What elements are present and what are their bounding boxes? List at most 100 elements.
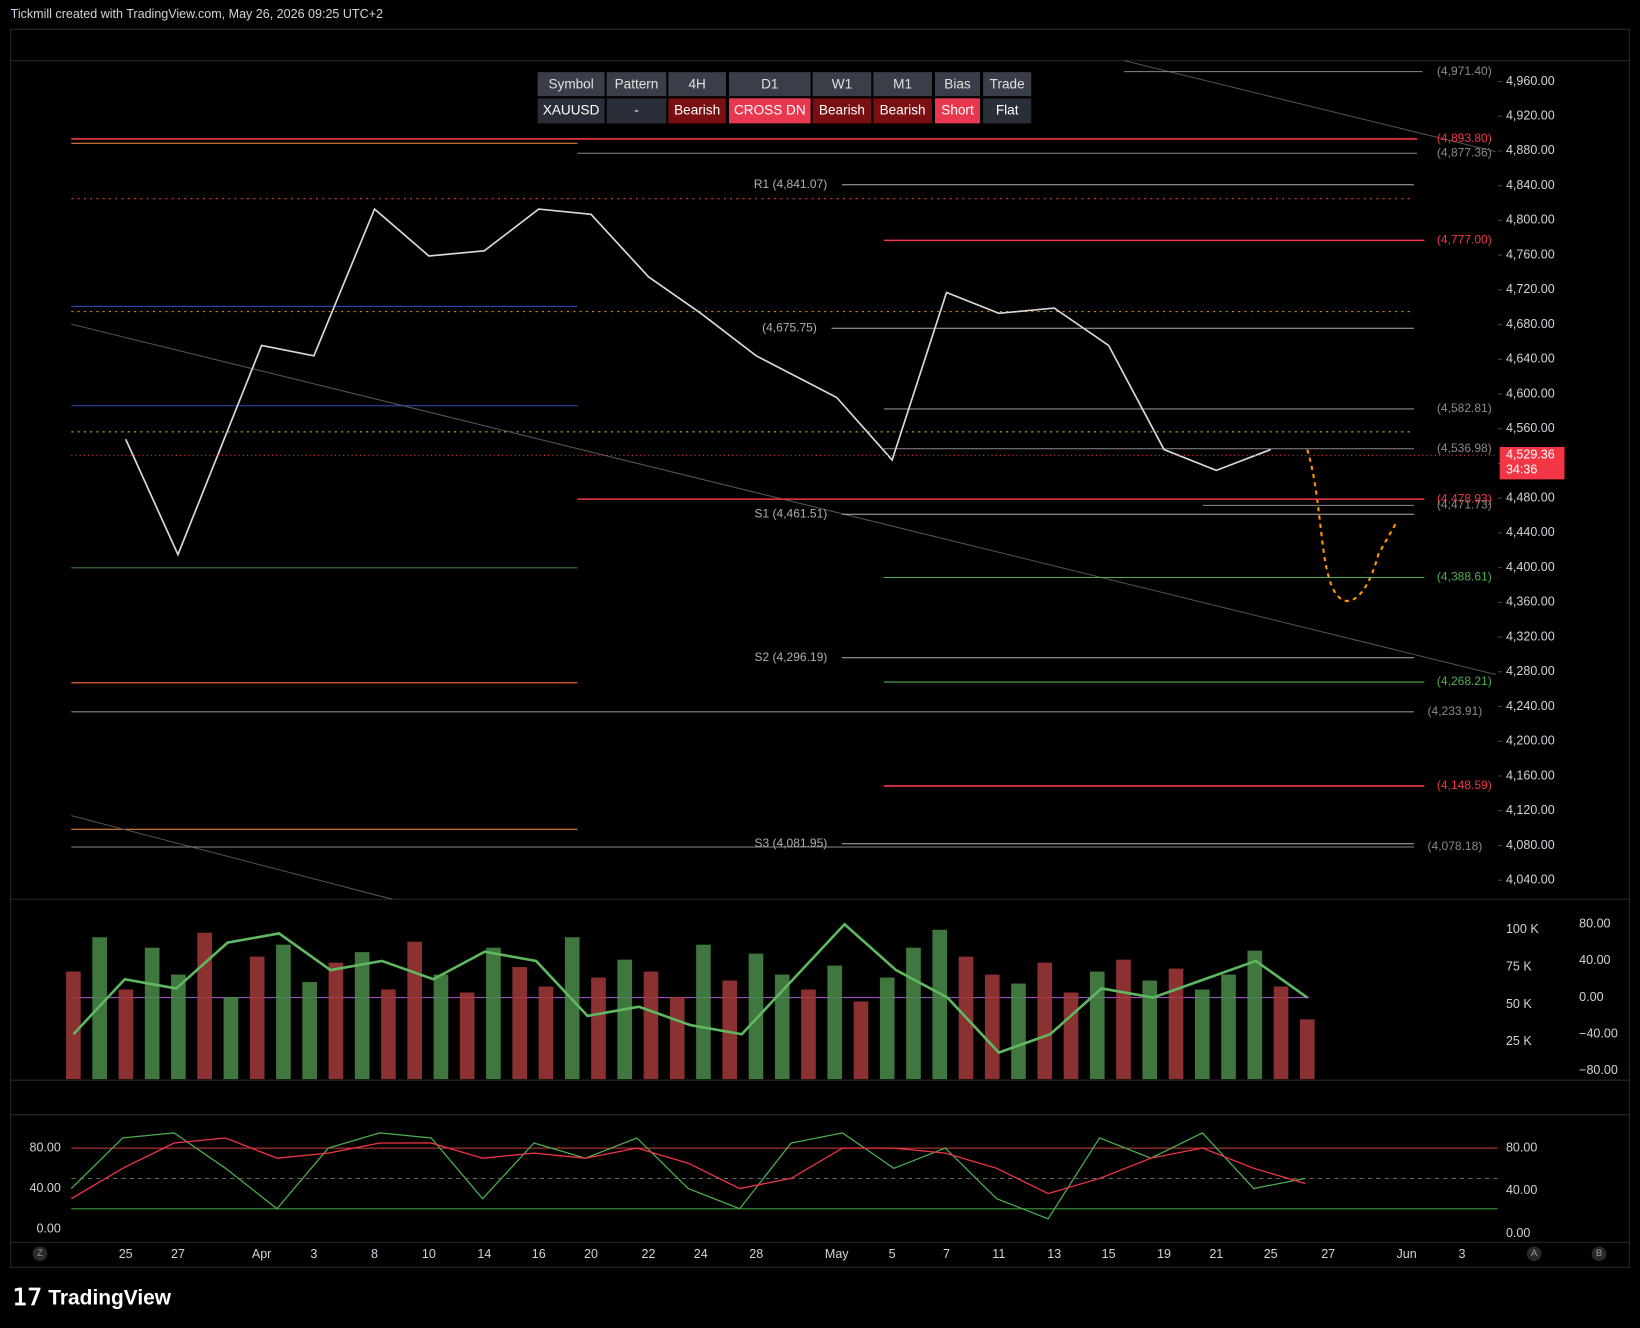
stoch-tick-left: 80.00 xyxy=(29,1140,60,1154)
axis-button xyxy=(1591,1246,1607,1262)
stoch-tick-right: 40.00 xyxy=(1506,1183,1537,1197)
x-tick-label: 8 xyxy=(371,1247,378,1261)
y-tick-label: 4,840.00 xyxy=(1506,178,1555,192)
axis-button xyxy=(1526,1246,1542,1262)
osc-tick-label: 80.00 xyxy=(1579,917,1610,931)
x-tick-label: 14 xyxy=(477,1247,491,1261)
y-tick-label: 4,560.00 xyxy=(1506,421,1555,435)
y-tick-label: 4,480.00 xyxy=(1506,491,1555,505)
y-tick-label: 4,680.00 xyxy=(1506,317,1555,331)
osc-tick-label: 0.00 xyxy=(1579,990,1603,1004)
volume-bar xyxy=(1116,959,1131,1080)
volume-bar xyxy=(617,959,633,1080)
stoch-line xyxy=(70,1132,1306,1220)
price-level-label: (4,877.36) xyxy=(1437,145,1492,159)
price-level-label: S2 (4,296.19) xyxy=(755,650,828,664)
price-level-label: S3 (4,081.95) xyxy=(755,836,828,850)
volume-bar xyxy=(92,937,107,1080)
stoch-tick-right: 80.00 xyxy=(1506,1140,1537,1154)
header-credit: Tickmill created with TradingView.com, M… xyxy=(11,7,383,21)
osc-tick-label: 40.00 xyxy=(1579,953,1610,967)
x-tick-label: 27 xyxy=(171,1247,185,1261)
table-row-cell xyxy=(812,98,872,124)
table-row-cell xyxy=(606,98,667,124)
volume-bar xyxy=(197,932,212,1080)
price-level-label: R1 (4,841.07) xyxy=(754,177,827,191)
y-tick-label: 4,960.00 xyxy=(1506,74,1555,88)
volume-bar xyxy=(328,962,344,1080)
table-header-text: W1 xyxy=(832,76,852,91)
volume-bar xyxy=(879,977,895,1080)
volume-tick-label: 50 K xyxy=(1506,997,1532,1011)
volume-bar xyxy=(1011,983,1026,1080)
axis-button xyxy=(32,1246,48,1262)
volume-bar xyxy=(433,974,449,1080)
volume-bar xyxy=(722,980,738,1080)
y-tick-label: 4,440.00 xyxy=(1506,525,1555,539)
volume-bar xyxy=(512,967,528,1080)
y-tick-label: 4,160.00 xyxy=(1506,768,1555,782)
table-header-cell xyxy=(668,72,726,97)
x-tick-label: 20 xyxy=(584,1247,598,1261)
volume-bar xyxy=(459,992,475,1080)
volume-bar xyxy=(66,971,81,1080)
osc-tick-label: −80.00 xyxy=(1579,1063,1618,1077)
x-tick-label: 19 xyxy=(1157,1247,1171,1261)
stoch-tick-left: 0.00 xyxy=(36,1221,60,1235)
volume-bar xyxy=(1037,962,1053,1080)
x-tick-label: 16 xyxy=(532,1247,546,1261)
x-tick-label: 10 xyxy=(422,1247,436,1261)
volume-bar xyxy=(906,947,921,1080)
volume-bar xyxy=(801,989,816,1080)
volume-bar xyxy=(1247,950,1263,1080)
volume-bar xyxy=(354,952,370,1080)
projection-path xyxy=(1306,449,1398,602)
stoch-tick-right: 0.00 xyxy=(1506,1226,1530,1240)
volume-bar xyxy=(748,953,764,1080)
x-tick-label: 13 xyxy=(1047,1247,1061,1261)
last-price-label: 4,529.36 xyxy=(1506,448,1555,462)
y-tick-label: 4,320.00 xyxy=(1506,629,1555,643)
volume-bar xyxy=(171,974,186,1080)
volume-bar xyxy=(144,947,160,1080)
volume-bar xyxy=(223,996,239,1080)
volume-bar xyxy=(538,986,554,1080)
x-tick-label: 25 xyxy=(1264,1247,1278,1261)
volume-tick-label: 100 K xyxy=(1506,922,1539,936)
table-row-text: Bearish xyxy=(674,102,720,117)
table-header-cell xyxy=(812,72,872,97)
volume-bar xyxy=(853,1001,869,1080)
volume-bar xyxy=(564,937,580,1080)
volume-bar xyxy=(1273,986,1289,1080)
volume-bar xyxy=(249,956,265,1080)
table-row-cell xyxy=(537,98,605,124)
price-level-label: (4,268.21) xyxy=(1437,674,1492,688)
stoch-line xyxy=(70,1137,1306,1200)
x-tick-label: 15 xyxy=(1102,1247,1116,1261)
table-row-cell xyxy=(935,98,980,124)
volume-bar xyxy=(407,941,423,1080)
y-tick-label: 4,080.00 xyxy=(1506,838,1555,852)
chart-frame xyxy=(10,28,1630,1268)
price-level-label: S1 (4,461.51) xyxy=(755,506,828,520)
osc-tick-label: −40.00 xyxy=(1579,1027,1618,1041)
x-tick-label: Apr xyxy=(252,1247,272,1261)
footer-logo: 𝟣𝟩 xyxy=(13,1284,42,1310)
y-tick-label: 4,280.00 xyxy=(1506,664,1555,678)
volume-bar xyxy=(932,929,948,1080)
volume-bar xyxy=(1194,989,1210,1080)
volume-bar xyxy=(669,996,685,1080)
price-level-label: (4,675.75) xyxy=(762,320,817,334)
volume-bar xyxy=(276,944,291,1080)
table-header-cell xyxy=(873,72,932,97)
footer: 𝟣𝟩 TradingView xyxy=(13,1284,172,1310)
x-tick-label: 7 xyxy=(943,1247,950,1261)
trend-line xyxy=(1124,60,1496,153)
table-header-text: Trade xyxy=(990,76,1025,91)
price-level-label: (4,536.98) xyxy=(1437,441,1492,455)
table-row-text: Bearish xyxy=(880,102,926,117)
price-level-label: (4,388.61) xyxy=(1437,570,1492,584)
price-level-label: (4,148.59) xyxy=(1437,778,1492,792)
table-row-cell xyxy=(729,98,811,124)
